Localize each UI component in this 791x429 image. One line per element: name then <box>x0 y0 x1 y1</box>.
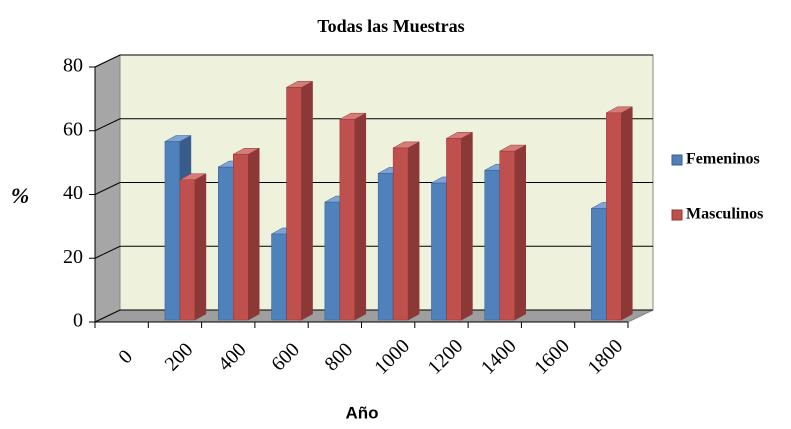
x-tick-label: 1600 <box>530 335 574 379</box>
grid-line <box>94 118 653 132</box>
x-tick-label: 1200 <box>424 335 468 379</box>
bar-top <box>393 141 420 149</box>
bar-top <box>606 106 633 114</box>
x-tick-label: 0 <box>114 346 137 369</box>
bar <box>233 147 260 321</box>
legend-label: Masculinos <box>686 206 763 223</box>
bar-top <box>179 173 207 180</box>
y-axis-label: % <box>11 183 29 208</box>
bar <box>446 131 473 321</box>
x-tick-label: 600 <box>267 339 304 376</box>
bar-front <box>484 169 500 321</box>
bar-side <box>407 141 420 321</box>
bar <box>606 106 633 321</box>
y-tick-label: 0 <box>73 310 83 332</box>
bar-front <box>446 138 462 321</box>
x-tick-label: 400 <box>214 339 251 376</box>
bar <box>286 80 313 321</box>
y-tick-label: 40 <box>63 182 83 204</box>
x-axis-label: Año <box>345 403 378 422</box>
bar-front <box>218 166 234 321</box>
bar-side <box>301 80 313 321</box>
bar-side <box>461 131 473 321</box>
bar-front <box>377 173 394 321</box>
x-tick-label: 1000 <box>370 335 414 379</box>
bar <box>392 141 420 321</box>
x-tick-label: 1800 <box>583 335 627 379</box>
bar-front <box>431 182 447 321</box>
bar-front <box>392 147 409 321</box>
bar-side <box>621 106 633 321</box>
bar-front <box>591 208 607 321</box>
chart-title: Todas las Muestras <box>317 16 464 36</box>
grid-line <box>94 182 653 195</box>
bar <box>339 112 367 321</box>
x-tick-label: 200 <box>161 339 198 376</box>
y-tick-label: 60 <box>63 118 83 140</box>
bar-front <box>339 118 356 321</box>
legend-label: Femeninos <box>686 151 760 168</box>
bar-side <box>514 144 526 321</box>
bar-front <box>271 233 287 321</box>
bar-front <box>499 150 515 321</box>
grid-line <box>94 245 653 259</box>
bar-side <box>248 147 260 321</box>
legend-swatch <box>671 154 683 166</box>
bar-front <box>324 201 341 321</box>
bar-top <box>286 81 313 88</box>
bar <box>499 144 526 321</box>
bar-front <box>233 154 249 321</box>
grid-line <box>94 54 653 68</box>
bar-top <box>233 148 260 155</box>
legend-swatch <box>671 209 683 221</box>
grid-line <box>94 309 653 323</box>
bar-front <box>286 87 302 321</box>
bar-front <box>606 112 622 321</box>
bar-top <box>339 112 366 120</box>
bar <box>179 173 207 321</box>
bar-side <box>354 112 367 321</box>
y-tick-label: 20 <box>63 246 83 268</box>
x-tick-label: 1400 <box>477 335 521 379</box>
bar-front <box>164 141 181 321</box>
bar-front <box>179 179 196 321</box>
bar-top <box>499 144 526 152</box>
y-tick-label: 80 <box>63 55 83 77</box>
bar-top <box>446 132 473 139</box>
bar-top <box>164 135 192 142</box>
x-tick-label: 800 <box>320 339 357 376</box>
bar-side <box>194 173 207 321</box>
